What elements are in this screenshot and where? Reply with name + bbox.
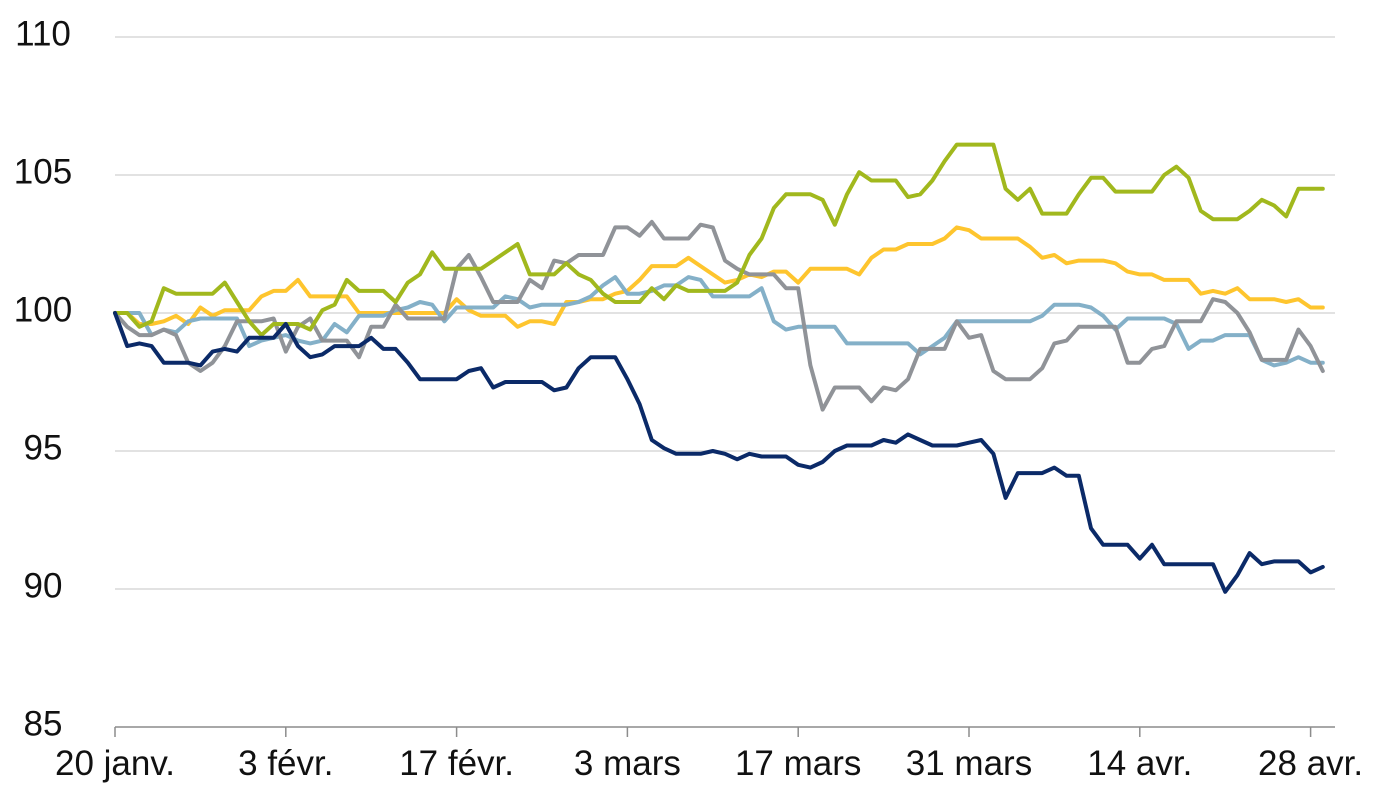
x-tick-label: 31 mars xyxy=(906,744,1032,783)
y-tick-label: 105 xyxy=(14,153,72,192)
x-tick-label: 20 janv. xyxy=(55,744,175,783)
series-line-5 xyxy=(113,311,1325,594)
series-line-3 xyxy=(113,219,1325,412)
y-tick-label: 110 xyxy=(15,15,71,54)
y-tick-label: 95 xyxy=(24,429,63,468)
x-tick-label: 28 avr. xyxy=(1258,744,1363,783)
series-lines xyxy=(113,142,1325,594)
gridlines xyxy=(115,36,1335,590)
x-tick-label: 17 févr. xyxy=(399,744,514,783)
series-line-1 xyxy=(113,225,1325,329)
x-axis-tick-labels: 20 janv. 3 févr. 17 févr. 3 mars 17 mars 31 m… xyxy=(55,744,1363,783)
x-tick-label: 3 févr. xyxy=(238,744,333,783)
y-tick-label: 90 xyxy=(24,567,63,606)
x-tick-label: 14 avr. xyxy=(1087,744,1192,783)
y-tick-label: 85 xyxy=(24,705,63,744)
y-axis-tick-labels: 85 90 95 100 105 110 xyxy=(14,15,72,744)
series-line-4 xyxy=(113,142,1325,338)
series-line-2 xyxy=(113,275,1325,368)
x-tick-label: 17 mars xyxy=(735,744,861,783)
x-tick-label: 3 mars xyxy=(574,744,681,783)
x-axis xyxy=(114,726,1335,737)
y-tick-label: 100 xyxy=(14,291,72,330)
